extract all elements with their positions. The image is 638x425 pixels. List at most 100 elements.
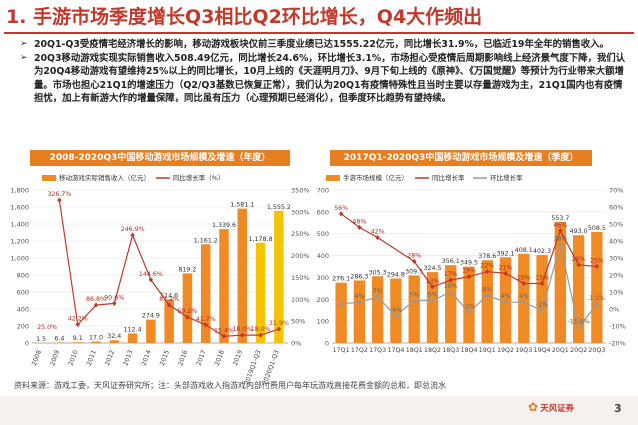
series-point	[430, 284, 435, 290]
bar-value-label: 402.3	[533, 248, 551, 255]
line-value-label: 21%	[499, 264, 513, 271]
line-value-label: 3.1%	[589, 295, 605, 302]
bar-value-label: 1,339.6	[212, 222, 236, 229]
bar-value-label: 32.4	[107, 333, 121, 340]
bar	[54, 342, 65, 343]
x-tick-label: 18Q2	[424, 347, 441, 354]
line-value-label: 15%	[517, 275, 531, 282]
bar-value-label: 1,178.8	[249, 236, 273, 243]
y-tick-left: 200	[317, 296, 329, 304]
series-point	[276, 326, 282, 332]
series-point	[558, 242, 563, 247]
x-tick-label: 20Q1	[552, 347, 569, 354]
bar-value-label: 9.1	[73, 335, 83, 342]
series-point	[485, 293, 490, 298]
y-tick-left: 300	[317, 274, 329, 282]
bullet-item: ➢ 20Q1-Q3受疫情宅经济增长的影响，移动游戏板块仅前三季度业绩已达1555.…	[20, 38, 628, 51]
bar-value-label: 294.8	[387, 272, 405, 279]
y-tick-left: 700	[317, 187, 329, 195]
y-tick-left: 1,800	[10, 187, 29, 195]
series-point	[467, 310, 471, 315]
x-tick-label: 17Q1	[333, 347, 350, 354]
y-tick-left: 400	[17, 306, 29, 314]
x-tick-label: 2017	[196, 349, 208, 366]
chart-title-quarterly: 2017Q1-2020Q3中国移动游戏市场规模及增速（季度）	[330, 150, 592, 166]
bar-value-label: 112.4	[124, 326, 142, 333]
x-tick-label: 20Q2	[570, 347, 587, 354]
title-divider	[4, 32, 634, 34]
bar-value-label: 1,161.2	[194, 237, 218, 244]
series-point	[240, 332, 245, 338]
footer-bar	[0, 396, 638, 425]
y-tick-right: 20%	[609, 272, 623, 280]
series-point	[130, 232, 135, 238]
series-line	[340, 213, 597, 288]
series-point	[539, 280, 545, 287]
brand-logo-text: 天风证券	[540, 404, 575, 414]
bar-value-label: 1,581.1	[230, 202, 254, 209]
bar	[146, 319, 156, 343]
line-value-label: 4%	[519, 293, 529, 300]
legend-label: 手游市场规模（亿元）	[343, 173, 408, 182]
legend-swatch	[326, 175, 340, 181]
line-value-label: 18.0%	[251, 326, 271, 333]
y-tick-left: 500	[317, 230, 329, 238]
bar	[518, 253, 530, 343]
bullet-list: ➢ 20Q1-Q3受疫情宅经济增长的影响，移动游戏板块仅前三季度业绩已达1555.…	[20, 38, 628, 106]
series-point	[412, 298, 417, 303]
line-value-label: 246.9%	[121, 226, 145, 233]
series-point	[503, 270, 508, 276]
series-point	[185, 314, 190, 320]
bar	[572, 235, 585, 343]
y-tick-right: 300%	[291, 208, 310, 216]
y-tick-left: 1,600	[10, 204, 29, 212]
bar-value-label: 17.0	[89, 335, 103, 342]
bar	[127, 333, 138, 343]
bullet-item: ➢ 20Q3移动游戏实现实际销售收入508.49亿元，同比增长24.6%，环比增长…	[20, 52, 628, 105]
y-tick-right: 60%	[609, 204, 623, 212]
series-point	[203, 322, 208, 328]
legend-label: 同比增长率（%）	[173, 173, 225, 182]
line-value-label: 25.0%	[37, 324, 57, 331]
x-tick-label: 17Q3	[369, 347, 386, 354]
y-tick-left: 600	[17, 289, 29, 297]
series-point	[57, 197, 62, 203]
line-value-label: 15%	[535, 275, 549, 282]
bar-value-label: 819.2	[178, 266, 196, 273]
series-point	[166, 302, 172, 308]
series-point	[339, 302, 343, 306]
y-tick-right: 40%	[609, 238, 623, 246]
line-value-label: 41.7%	[196, 316, 216, 323]
series-point	[338, 211, 344, 217]
check-arrow-icon: ➢	[20, 53, 28, 64]
bar-value-label: 6.4	[54, 335, 64, 342]
line-value-label: 46%	[553, 222, 567, 229]
bar-value-label: 514.6	[160, 292, 178, 299]
bar-value-label: 1,555.2	[267, 204, 291, 211]
bullet-text: 20Q3移动游戏实现实际销售收入508.49亿元，同比增长24.6%，环比增长3…	[34, 53, 625, 104]
series-point	[93, 302, 99, 308]
bar	[200, 244, 211, 343]
y-tick-right: 250%	[291, 230, 310, 238]
bar	[274, 210, 284, 343]
y-tick-right: -10%	[609, 323, 626, 331]
x-tick-label: 2012	[104, 349, 116, 366]
bar	[372, 276, 384, 343]
bar	[335, 282, 347, 343]
series-point	[595, 302, 599, 306]
bar	[463, 266, 475, 343]
series-point	[576, 325, 581, 330]
series-point	[558, 228, 563, 234]
bar-value-label: 408.1	[515, 247, 533, 254]
x-tick-label: 2009	[49, 349, 61, 366]
series-point	[522, 300, 526, 305]
y-tick-left: 1,400	[10, 221, 29, 229]
x-tick-label: 2018	[214, 349, 226, 366]
series-point	[540, 308, 544, 313]
y-tick-left: 800	[17, 272, 29, 280]
series-point	[430, 298, 435, 303]
bar	[408, 275, 420, 343]
series-point	[375, 295, 380, 299]
series-point	[594, 263, 600, 270]
